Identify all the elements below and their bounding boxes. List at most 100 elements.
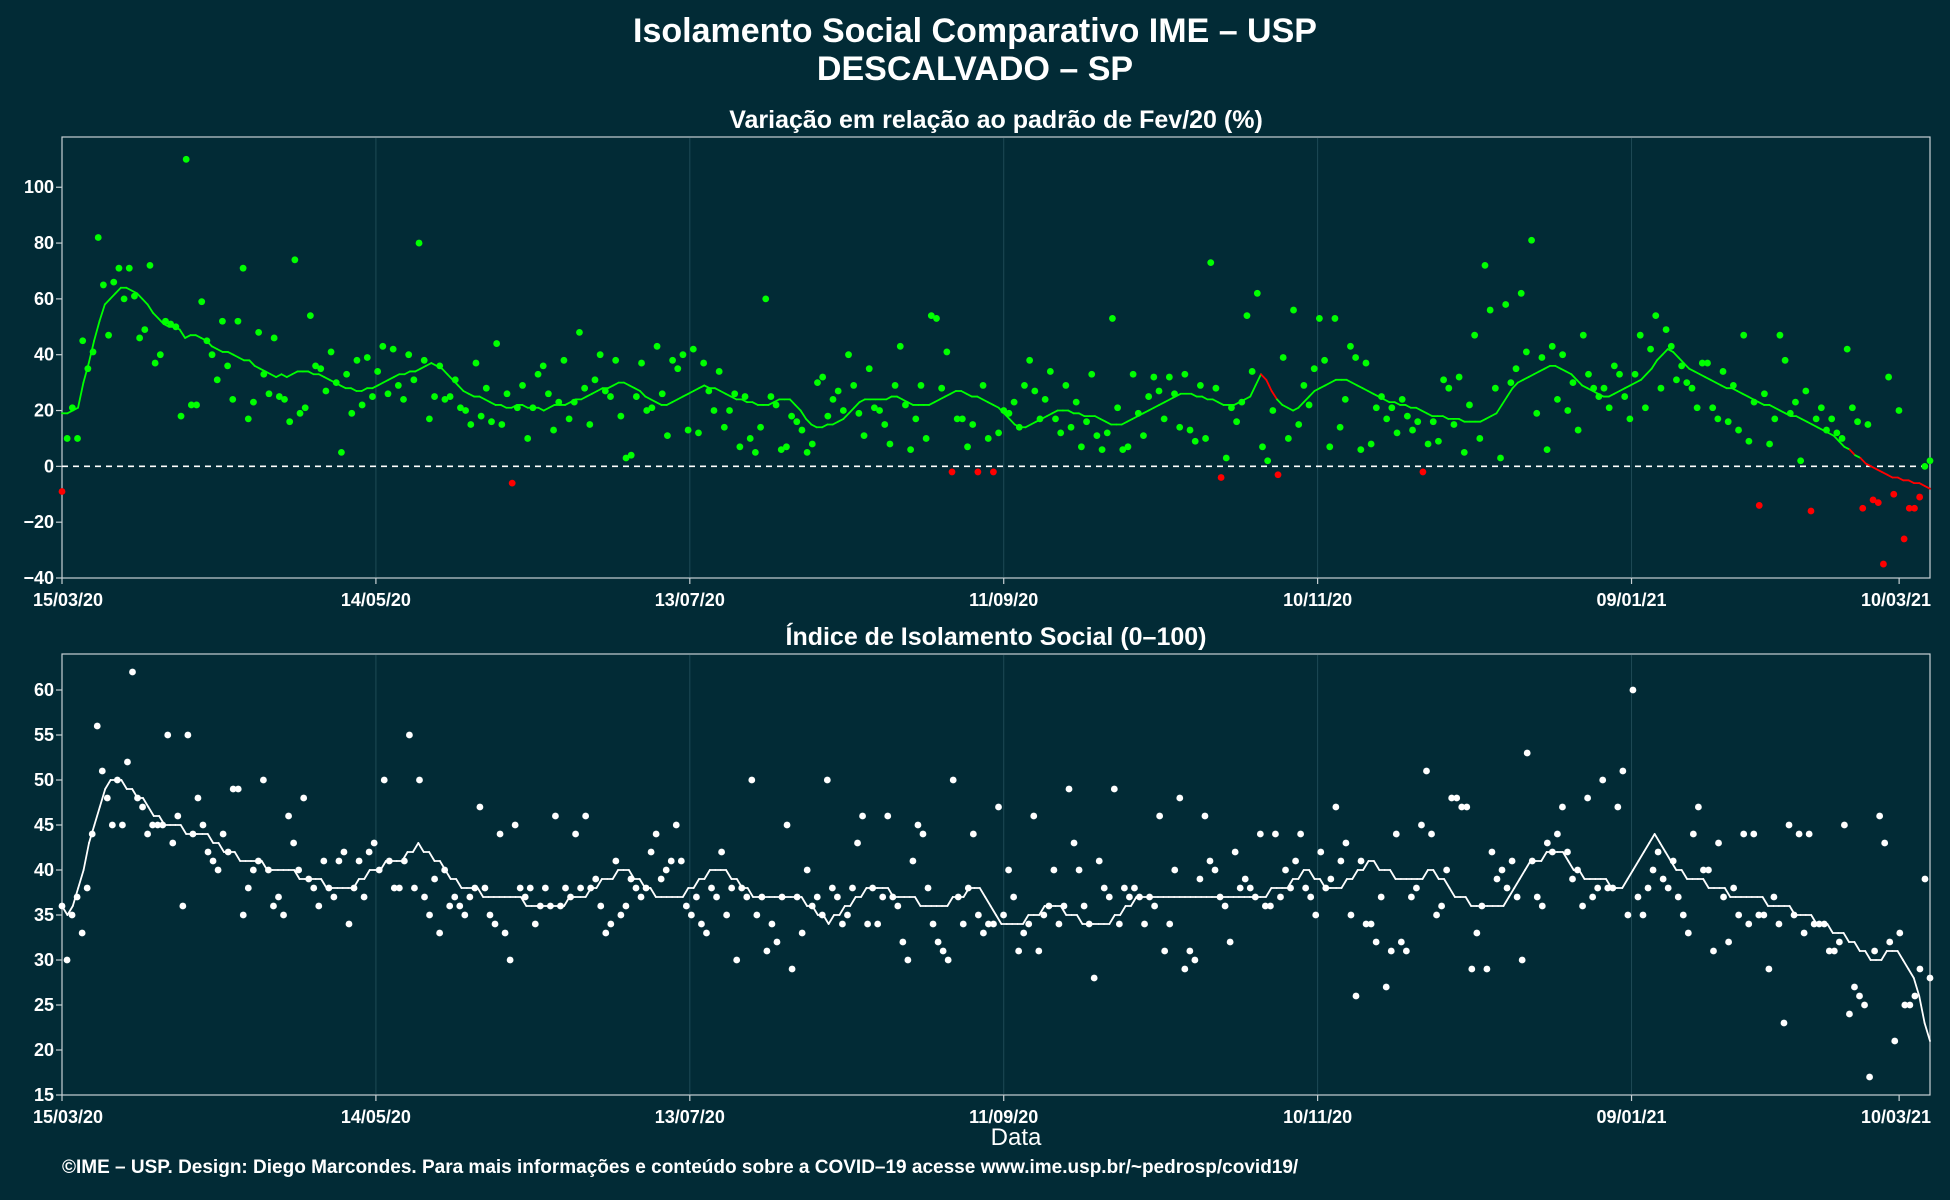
variation-data-point: [777, 446, 785, 454]
variation-data-point: [990, 468, 997, 476]
variation-moving-average-segment: [1051, 409, 1059, 415]
index-data-point: [738, 884, 746, 892]
variation-data-point: [1026, 356, 1034, 364]
variation-data-point: [353, 356, 361, 364]
variation-moving-average-segment: [1827, 431, 1835, 437]
variation-data-point: [715, 368, 723, 375]
variation-data-point: [250, 398, 257, 406]
variation-moving-average-segment: [184, 334, 192, 339]
variation-data-point: [1093, 432, 1101, 440]
index-data-point: [260, 776, 267, 784]
variation-moving-average-segment: [981, 398, 989, 404]
variation-data-point: [943, 348, 951, 356]
index-data-point: [874, 920, 882, 928]
variation-data-point: [400, 395, 407, 403]
index-data-point: [169, 839, 177, 847]
index-data-point: [1146, 893, 1153, 901]
variation-data-point: [1077, 443, 1085, 451]
index-data-point: [1916, 965, 1924, 973]
index-data-point: [179, 902, 187, 910]
variation-data-point: [1600, 384, 1608, 392]
variation-data-point: [1372, 404, 1380, 412]
variation-data-point: [1823, 426, 1830, 434]
index-data-point: [219, 830, 227, 838]
index-data-point: [1387, 947, 1395, 955]
index-moving-average-segment: [1076, 914, 1084, 925]
index-data-point: [416, 776, 423, 784]
variation-moving-average-segment: [1757, 401, 1765, 406]
variation-data-point: [519, 382, 526, 389]
variation-data-point: [1321, 356, 1328, 364]
variation-data-point: [441, 395, 449, 403]
index-data-point: [526, 884, 534, 892]
variation-data-point: [182, 155, 190, 163]
variation-data-point: [348, 409, 356, 417]
variation-moving-average-segment: [1008, 418, 1016, 426]
index-moving-average-segment: [1680, 869, 1688, 880]
variation-moving-average-segment: [1688, 367, 1696, 373]
index-moving-average-segment: [681, 887, 690, 898]
index-data-point: [365, 848, 373, 856]
variation-data-point: [187, 401, 195, 409]
index-data-point: [360, 893, 368, 901]
variation-data-point: [363, 354, 371, 361]
index-data-point: [1302, 884, 1310, 892]
index-data-point: [154, 821, 162, 829]
variation-moving-average-segment: [382, 378, 390, 384]
variation-data-point: [503, 390, 511, 398]
index-data-point: [1483, 965, 1491, 973]
index-data-point: [884, 812, 892, 820]
variation-moving-average-segment: [1607, 392, 1616, 398]
index-moving-average-segment: [1108, 914, 1116, 925]
index-data-point: [577, 884, 585, 892]
index-data-point: [859, 812, 866, 820]
index-data-point: [1015, 947, 1023, 955]
index-moving-average-segment: [800, 896, 808, 907]
index-data-point: [1498, 866, 1506, 874]
variation-moving-average-segment: [949, 390, 957, 395]
variation-data-point: [927, 312, 935, 320]
index-data-point: [184, 731, 192, 739]
index-moving-average-segment: [995, 914, 1003, 925]
index-moving-average-segment: [692, 878, 700, 889]
variation-data-point: [384, 390, 392, 398]
variation-moving-average-segment: [724, 392, 732, 398]
index-data-point: [1674, 893, 1682, 901]
index-data-point: [476, 803, 484, 811]
index-moving-average-segment: [1502, 896, 1510, 907]
variation-moving-average-segment: [1533, 370, 1541, 376]
variation-moving-average-segment: [146, 303, 154, 314]
variation-moving-average-segment: [1142, 409, 1150, 415]
variation-data-point: [1517, 289, 1525, 297]
variation-moving-average-segment: [896, 395, 904, 401]
variation-moving-average-segment: [1666, 348, 1674, 353]
variation-data-point: [1579, 331, 1587, 339]
index-moving-average-segment: [1626, 869, 1634, 880]
variation-data-point: [933, 315, 940, 322]
variation-moving-average-segment: [1527, 373, 1535, 378]
variation-moving-average-segment: [938, 395, 947, 401]
variation-data-point: [1771, 415, 1779, 423]
variation-data-point: [679, 351, 687, 359]
index-data-point: [612, 857, 620, 865]
variation-moving-average-segment: [457, 384, 465, 392]
variation-data-point: [1150, 373, 1158, 381]
index-moving-average-segment: [293, 869, 301, 880]
variation-data-point: [1336, 423, 1344, 431]
variation-data-point: [389, 345, 397, 353]
variation-data-point: [1388, 404, 1396, 412]
variation-moving-average-segment: [590, 390, 599, 395]
variation-data-point: [1512, 365, 1520, 373]
variation-moving-average-segment: [612, 381, 620, 387]
index-data-point: [265, 866, 272, 874]
variation-moving-average-segment: [467, 392, 476, 398]
index-data-point: [682, 902, 690, 910]
index-moving-average-segment: [1923, 1022, 1931, 1042]
variation-data-point: [1486, 306, 1494, 314]
variation-data-point: [1021, 382, 1028, 389]
variation-moving-average-segment: [253, 364, 261, 370]
variation-data-point: [601, 387, 609, 395]
index-data-point: [1634, 893, 1642, 901]
variation-x-tick-label: 14/05/20: [341, 590, 411, 610]
